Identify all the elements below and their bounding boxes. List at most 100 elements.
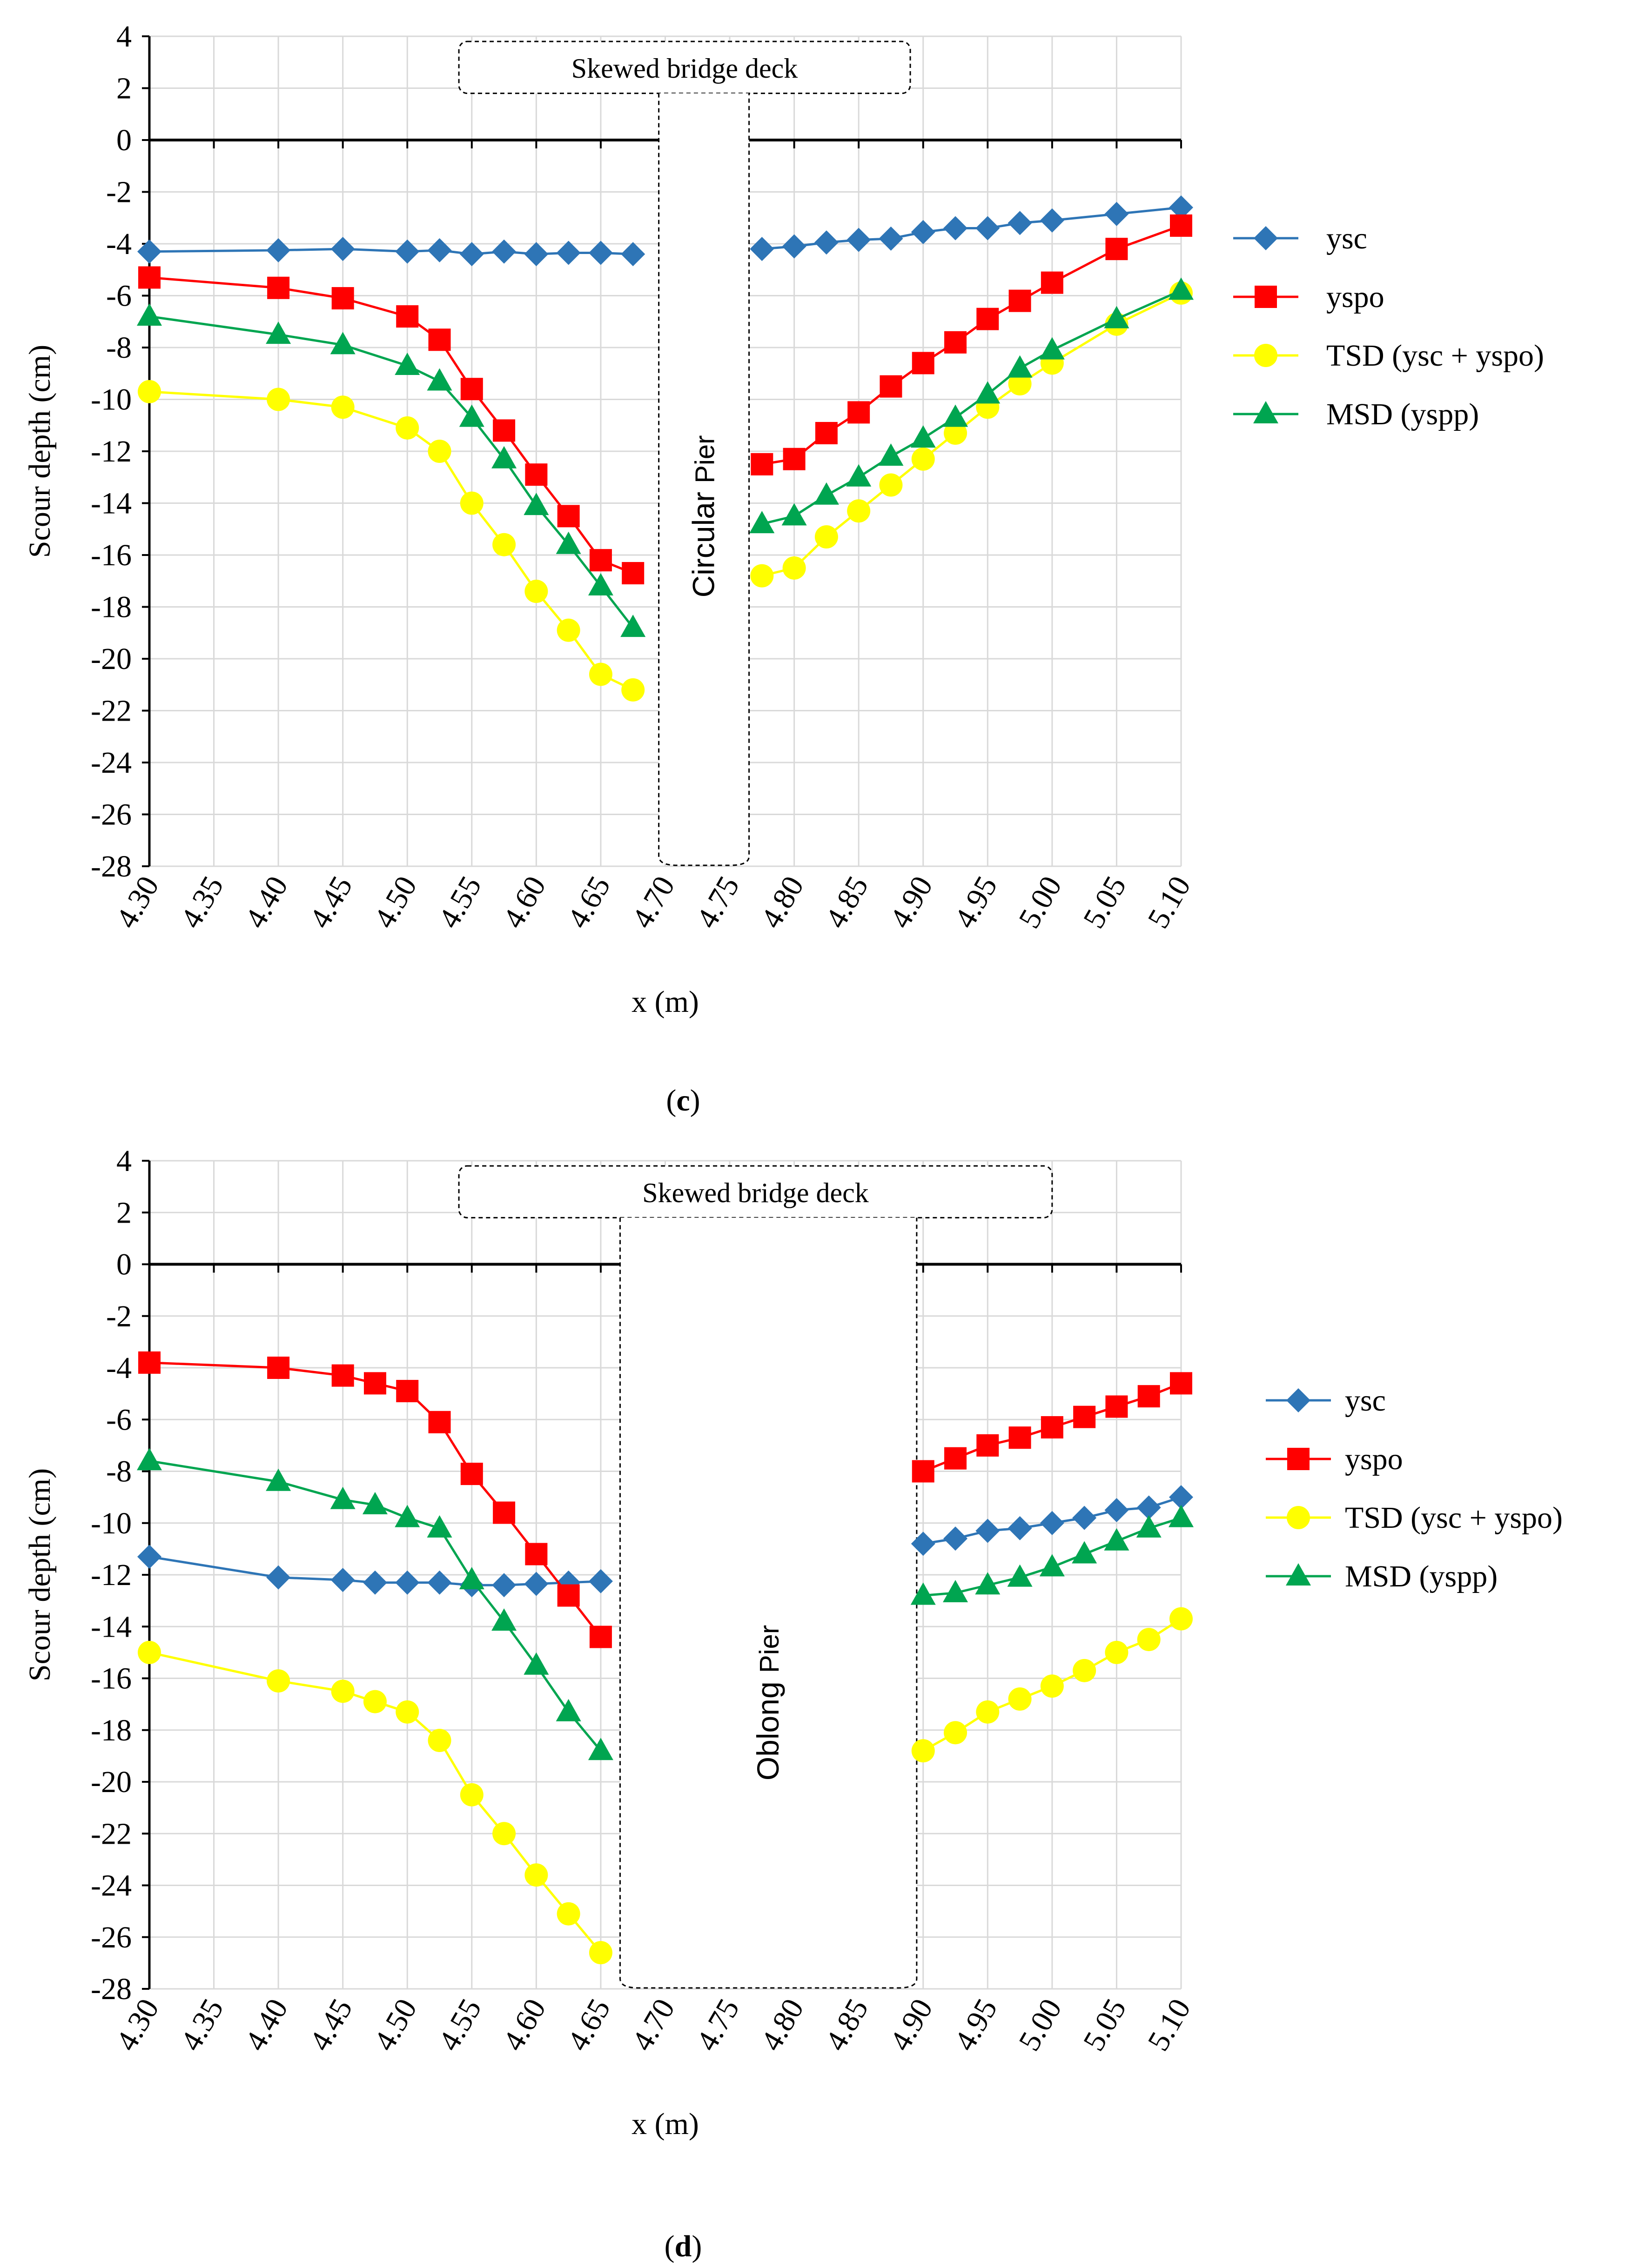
data-point-yspo-0-4 [428,328,451,351]
data-point-yspo-0-6 [493,419,516,442]
data-point-ysc-0-8 [556,241,581,265]
data-point-yspo-1-3 [847,401,870,424]
y-tick-label-24: -24 [91,746,132,780]
bridge-deck-outline [458,40,911,94]
data-point-msd-yspp-0-3 [362,1492,388,1514]
y-tick-label-6: -6 [106,279,132,313]
data-point-tsd-ysc-yspo-1-8 [1169,1607,1193,1631]
y-tick-label-4: 4 [116,1144,132,1178]
panel-caption-letter-d: d [675,2229,692,2263]
data-point-ysc-1-8 [1008,211,1032,235]
data-point-tsd-ysc-yspo-0-6 [460,1783,484,1806]
data-point-msd-yspp-0-7 [524,493,549,515]
data-point-tsd-ysc-yspo-1-0 [911,1739,935,1763]
data-point-tsd-ysc-yspo-0-9 [557,1902,580,1926]
legend: ysc yspo TSD (ysc + yspo) MSD (yspp) [1266,1384,1563,1593]
data-point-yspo-1-11 [1170,214,1192,237]
data-point-ysc-1-8 [1169,1485,1193,1510]
y-tick-label-0: 0 [116,1248,132,1282]
legend-item-tsd-ysc-yspo: TSD (ysc + yspo) [1233,339,1544,373]
y-tick-label-8: -8 [106,1455,132,1489]
data-point-ysc-0-7 [492,1573,517,1598]
y-tick-label-16: -16 [91,538,132,572]
y-tick-label-18: -18 [91,590,132,624]
bridge-deck-label: Skewed bridge deck [642,1177,869,1208]
bridge-deck: Skewed bridge deck [458,40,911,94]
data-point-yspo-0-0 [138,266,161,289]
data-point-msd-yspp-1-6 [1104,1528,1129,1551]
panel-caption-c: (c) [666,1084,700,1117]
data-point-yspo-1-7 [976,308,999,330]
data-point-yspo-0-8 [525,1543,548,1566]
data-point-yspo-1-8 [1170,1372,1192,1395]
data-point-tsd-ysc-yspo-1-1 [944,1721,967,1745]
y-tick-label-10: -10 [91,1506,132,1540]
y-tick-label-2: 2 [116,1196,132,1230]
legend-item-yspo: yspo [1233,280,1384,314]
data-point-msd-yspp-0-10 [620,615,646,637]
legend-label-yspo: yspo [1326,280,1384,314]
data-point-yspo-1-6 [944,331,967,354]
data-point-msd-yspp-1-5 [910,425,936,448]
data-point-ysc-0-0 [137,1545,161,1569]
data-point-msd-yspp-0-2 [330,332,356,355]
data-point-tsd-ysc-yspo-0-7 [492,1822,516,1846]
y-tick-label-24: -24 [91,1869,132,1903]
legend-item-msd-yspp: MSD (yspp) [1266,1559,1498,1593]
data-point-msd-yspp-0-2 [330,1486,356,1509]
data-point-msd-yspp-0-10 [588,1738,613,1760]
data-point-msd-yspp-1-8 [1007,355,1033,378]
data-point-msd-yspp-0-1 [266,1468,291,1491]
data-point-yspo-1-3 [1008,1426,1031,1449]
data-point-ysc-1-0 [750,237,774,261]
y-tick-label-12: -12 [91,1558,132,1592]
pier-label: Oblong Pier [751,1625,785,1780]
pier-outline [658,93,750,866]
data-point-yspo-1-1 [783,448,806,470]
data-point-ysc-0-5 [459,242,484,267]
data-point-msd-yspp-0-6 [459,1567,484,1590]
data-point-msd-yspp-0-4 [427,368,452,391]
data-point-msd-yspp-1-0 [749,511,775,534]
series-ysc [137,1485,1193,1598]
panel-caption-d: (d) [665,2229,702,2263]
data-point-ysc-0-2 [330,237,355,261]
data-point-tsd-ysc-yspo-1-6 [1105,1640,1128,1664]
bridge-deck-label: Skewed bridge deck [571,53,798,84]
data-point-ysc-0-6 [492,239,517,264]
y-axis-title: Scour depth (cm) [23,1468,57,1681]
data-point-ysc-0-0 [137,239,161,264]
data-point-yspo-1-2 [815,421,838,444]
series-msd-yspp [137,1448,1194,1760]
y-tick-label-28: -28 [91,850,132,883]
data-point-yspo-0-5 [428,1411,451,1433]
data-point-ysc-1-3 [1008,1516,1032,1540]
data-point-msd-yspp-1-4 [1039,1554,1065,1577]
data-point-yspo-0-10 [589,1626,612,1648]
data-point-tsd-ysc-yspo-0-10 [621,678,645,702]
data-point-msd-yspp-1-2 [975,1572,1001,1595]
data-point-tsd-ysc-yspo-0-6 [492,533,516,556]
data-point-ysc-0-7 [524,242,549,267]
x-axis-title: x (m) [631,2107,699,2141]
data-point-yspo-0-5 [460,378,483,401]
data-point-tsd-ysc-yspo-1-4 [1040,1674,1064,1698]
data-point-tsd-ysc-yspo-0-0 [138,380,161,403]
data-point-ysc-1-11 [1169,195,1193,220]
data-point-msd-yspp-0-3 [395,353,420,375]
data-point-ysc-0-8 [524,1572,549,1596]
data-point-tsd-ysc-yspo-1-6 [944,421,967,445]
data-point-yspo-1-9 [1041,271,1063,294]
legend-marker-tsd-ysc-yspo [1254,344,1277,367]
data-point-yspo-0-3 [396,305,419,328]
data-point-tsd-ysc-yspo-0-1 [267,388,290,411]
data-point-ysc-1-5 [1072,1505,1097,1530]
data-point-yspo-1-10 [1105,238,1128,261]
legend-marker-yspo [1255,286,1277,308]
legend-marker-msd-yspp [1253,401,1278,423]
data-point-ysc-0-1 [266,1565,291,1590]
data-point-yspo-0-4 [396,1380,419,1403]
data-point-msd-yspp-0-0 [137,1448,162,1471]
data-point-ysc-1-0 [911,1532,935,1556]
data-point-tsd-ysc-yspo-0-0 [138,1640,161,1664]
